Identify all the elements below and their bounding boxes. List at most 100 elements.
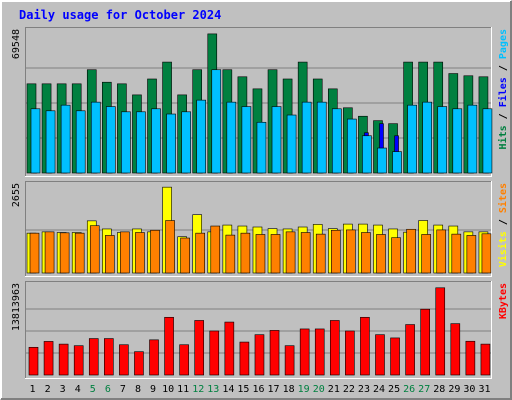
side-legend-part-1: /	[498, 107, 509, 125]
x-tick-label-16: 16	[252, 384, 264, 395]
bar-pages-day-4	[75, 110, 86, 174]
bar-kbytes-day-12	[194, 320, 205, 376]
bar-kbytes-day-17	[269, 330, 280, 376]
bar-kbytes-day-21	[329, 320, 340, 376]
side-legend-part-3: /	[498, 59, 509, 77]
bar-kbytes-day-9	[149, 339, 159, 376]
bar-sites-day-30	[466, 235, 477, 274]
x-tick-label-24: 24	[373, 384, 385, 395]
x-axis-labels: 1 2 3 4 5 6 7 8 9 10 11 12 13 14 15 16 17 18 19 20 21 22 23 24 2…	[30, 384, 491, 395]
bar-pages-day-10	[166, 113, 176, 174]
panel-hits-files-pages: 69548 Hits / Files / Pages	[11, 27, 509, 177]
bar-pages-day-8	[136, 111, 146, 174]
bar-sites-day-26	[406, 228, 416, 274]
side-legend-part-1: /	[498, 213, 509, 231]
bar-sites-day-28	[436, 229, 447, 274]
side-legend-part-0: Visits	[497, 231, 509, 267]
bar-sites-day-22	[346, 229, 356, 274]
panel-kbytes: 13813963 KBytes	[11, 281, 509, 379]
x-tick-label-1: 1	[30, 384, 36, 395]
x-tick-label-13: 13	[207, 384, 219, 395]
bar-kbytes-day-14	[224, 321, 235, 376]
bar-pages-day-20	[316, 101, 327, 174]
x-tick-label-29: 29	[448, 384, 460, 395]
bar-sites-day-23	[361, 232, 371, 274]
bar-kbytes-day-3	[58, 343, 69, 376]
bar-pages-day-17	[271, 106, 282, 174]
side-legend-part-4: Pages	[498, 29, 509, 59]
bar-kbytes-day-4	[73, 345, 84, 376]
bar-kbytes-day-8	[134, 351, 144, 376]
bar-sites-day-1	[29, 232, 40, 274]
panel-visits-sites: 2655 Visits / Sites	[11, 181, 509, 277]
x-tick-label-20: 20	[313, 384, 325, 395]
x-tick-label-7: 7	[120, 384, 126, 395]
bar-pages-day-14	[226, 101, 237, 174]
x-tick-label-9: 9	[150, 384, 156, 395]
x-tick-label-31: 31	[478, 384, 490, 395]
bar-sites-day-9	[150, 229, 160, 274]
bar-sites-day-31	[481, 233, 492, 274]
x-tick-label-14: 14	[222, 384, 234, 395]
bar-pages-day-1	[30, 108, 41, 174]
bar-kbytes-day-26	[405, 324, 415, 376]
x-tick-label-26: 26	[403, 384, 415, 395]
x-tick-label-5: 5	[90, 384, 96, 395]
bar-sites-day-24	[376, 234, 386, 274]
bar-sites-day-11	[180, 237, 190, 274]
x-tick-label-28: 28	[433, 384, 445, 395]
y-max-label: 69548	[11, 29, 22, 59]
x-tick-label-4: 4	[75, 384, 81, 395]
side-legend-part-0: KBytes	[498, 283, 509, 319]
bar-pages-day-6	[106, 106, 116, 174]
bar-kbytes-day-28	[435, 287, 446, 376]
x-tick-label-19: 19	[298, 384, 310, 395]
y-max-label: 2655	[11, 183, 22, 207]
bar-pages-day-11	[181, 111, 191, 174]
side-legend: Visits / Sites	[497, 183, 509, 267]
x-tick-label-21: 21	[328, 384, 340, 395]
x-tick-label-30: 30	[463, 384, 475, 395]
bar-pages-day-30	[467, 104, 478, 174]
bar-pages-day-3	[60, 104, 71, 174]
bar-sites-day-2	[44, 231, 55, 274]
bar-sites-day-20	[315, 233, 326, 274]
bar-sites-day-15	[240, 232, 251, 274]
bar-sites-day-27	[421, 234, 431, 274]
bar-kbytes-day-27	[420, 308, 430, 376]
bar-kbytes-day-2	[43, 341, 54, 376]
bar-sites-day-14	[225, 234, 236, 274]
x-tick-label-27: 27	[418, 384, 430, 395]
bar-kbytes-day-30	[465, 340, 476, 376]
x-tick-label-23: 23	[358, 384, 370, 395]
bar-kbytes-day-23	[360, 316, 370, 376]
bar-sites-day-4	[74, 232, 85, 274]
bar-kbytes-day-13	[209, 330, 220, 376]
bar-sites-day-12	[195, 232, 206, 274]
bar-sites-day-29	[451, 233, 462, 274]
bar-sites-day-16	[255, 234, 266, 274]
bar-pages-day-26	[407, 104, 417, 174]
bar-sites-day-18	[285, 231, 296, 274]
bar-kbytes-day-1	[28, 346, 39, 376]
bar-pages-day-29	[452, 108, 463, 174]
bar-sites-day-5	[89, 225, 100, 274]
side-legend-part-2: Sites	[497, 183, 509, 213]
bar-kbytes-day-19	[299, 328, 310, 376]
bar-sites-day-6	[105, 235, 115, 274]
bar-kbytes-day-5	[88, 338, 99, 376]
bar-pages-day-19	[301, 101, 312, 174]
panels-group: 69548 Hits / Files / Pages 2655 Visits / Si…	[11, 27, 509, 379]
bar-pages-day-13	[211, 69, 222, 174]
x-tick-label-15: 15	[237, 384, 249, 395]
x-tick-label-6: 6	[105, 384, 111, 395]
bar-pages-day-2	[45, 110, 56, 174]
bar-kbytes-day-16	[254, 334, 265, 376]
bar-pages-day-22	[347, 118, 357, 174]
bar-sites-day-8	[135, 232, 145, 274]
chart-title: Daily usage for October 2024	[19, 8, 221, 22]
bar-sites-day-25	[391, 237, 401, 274]
